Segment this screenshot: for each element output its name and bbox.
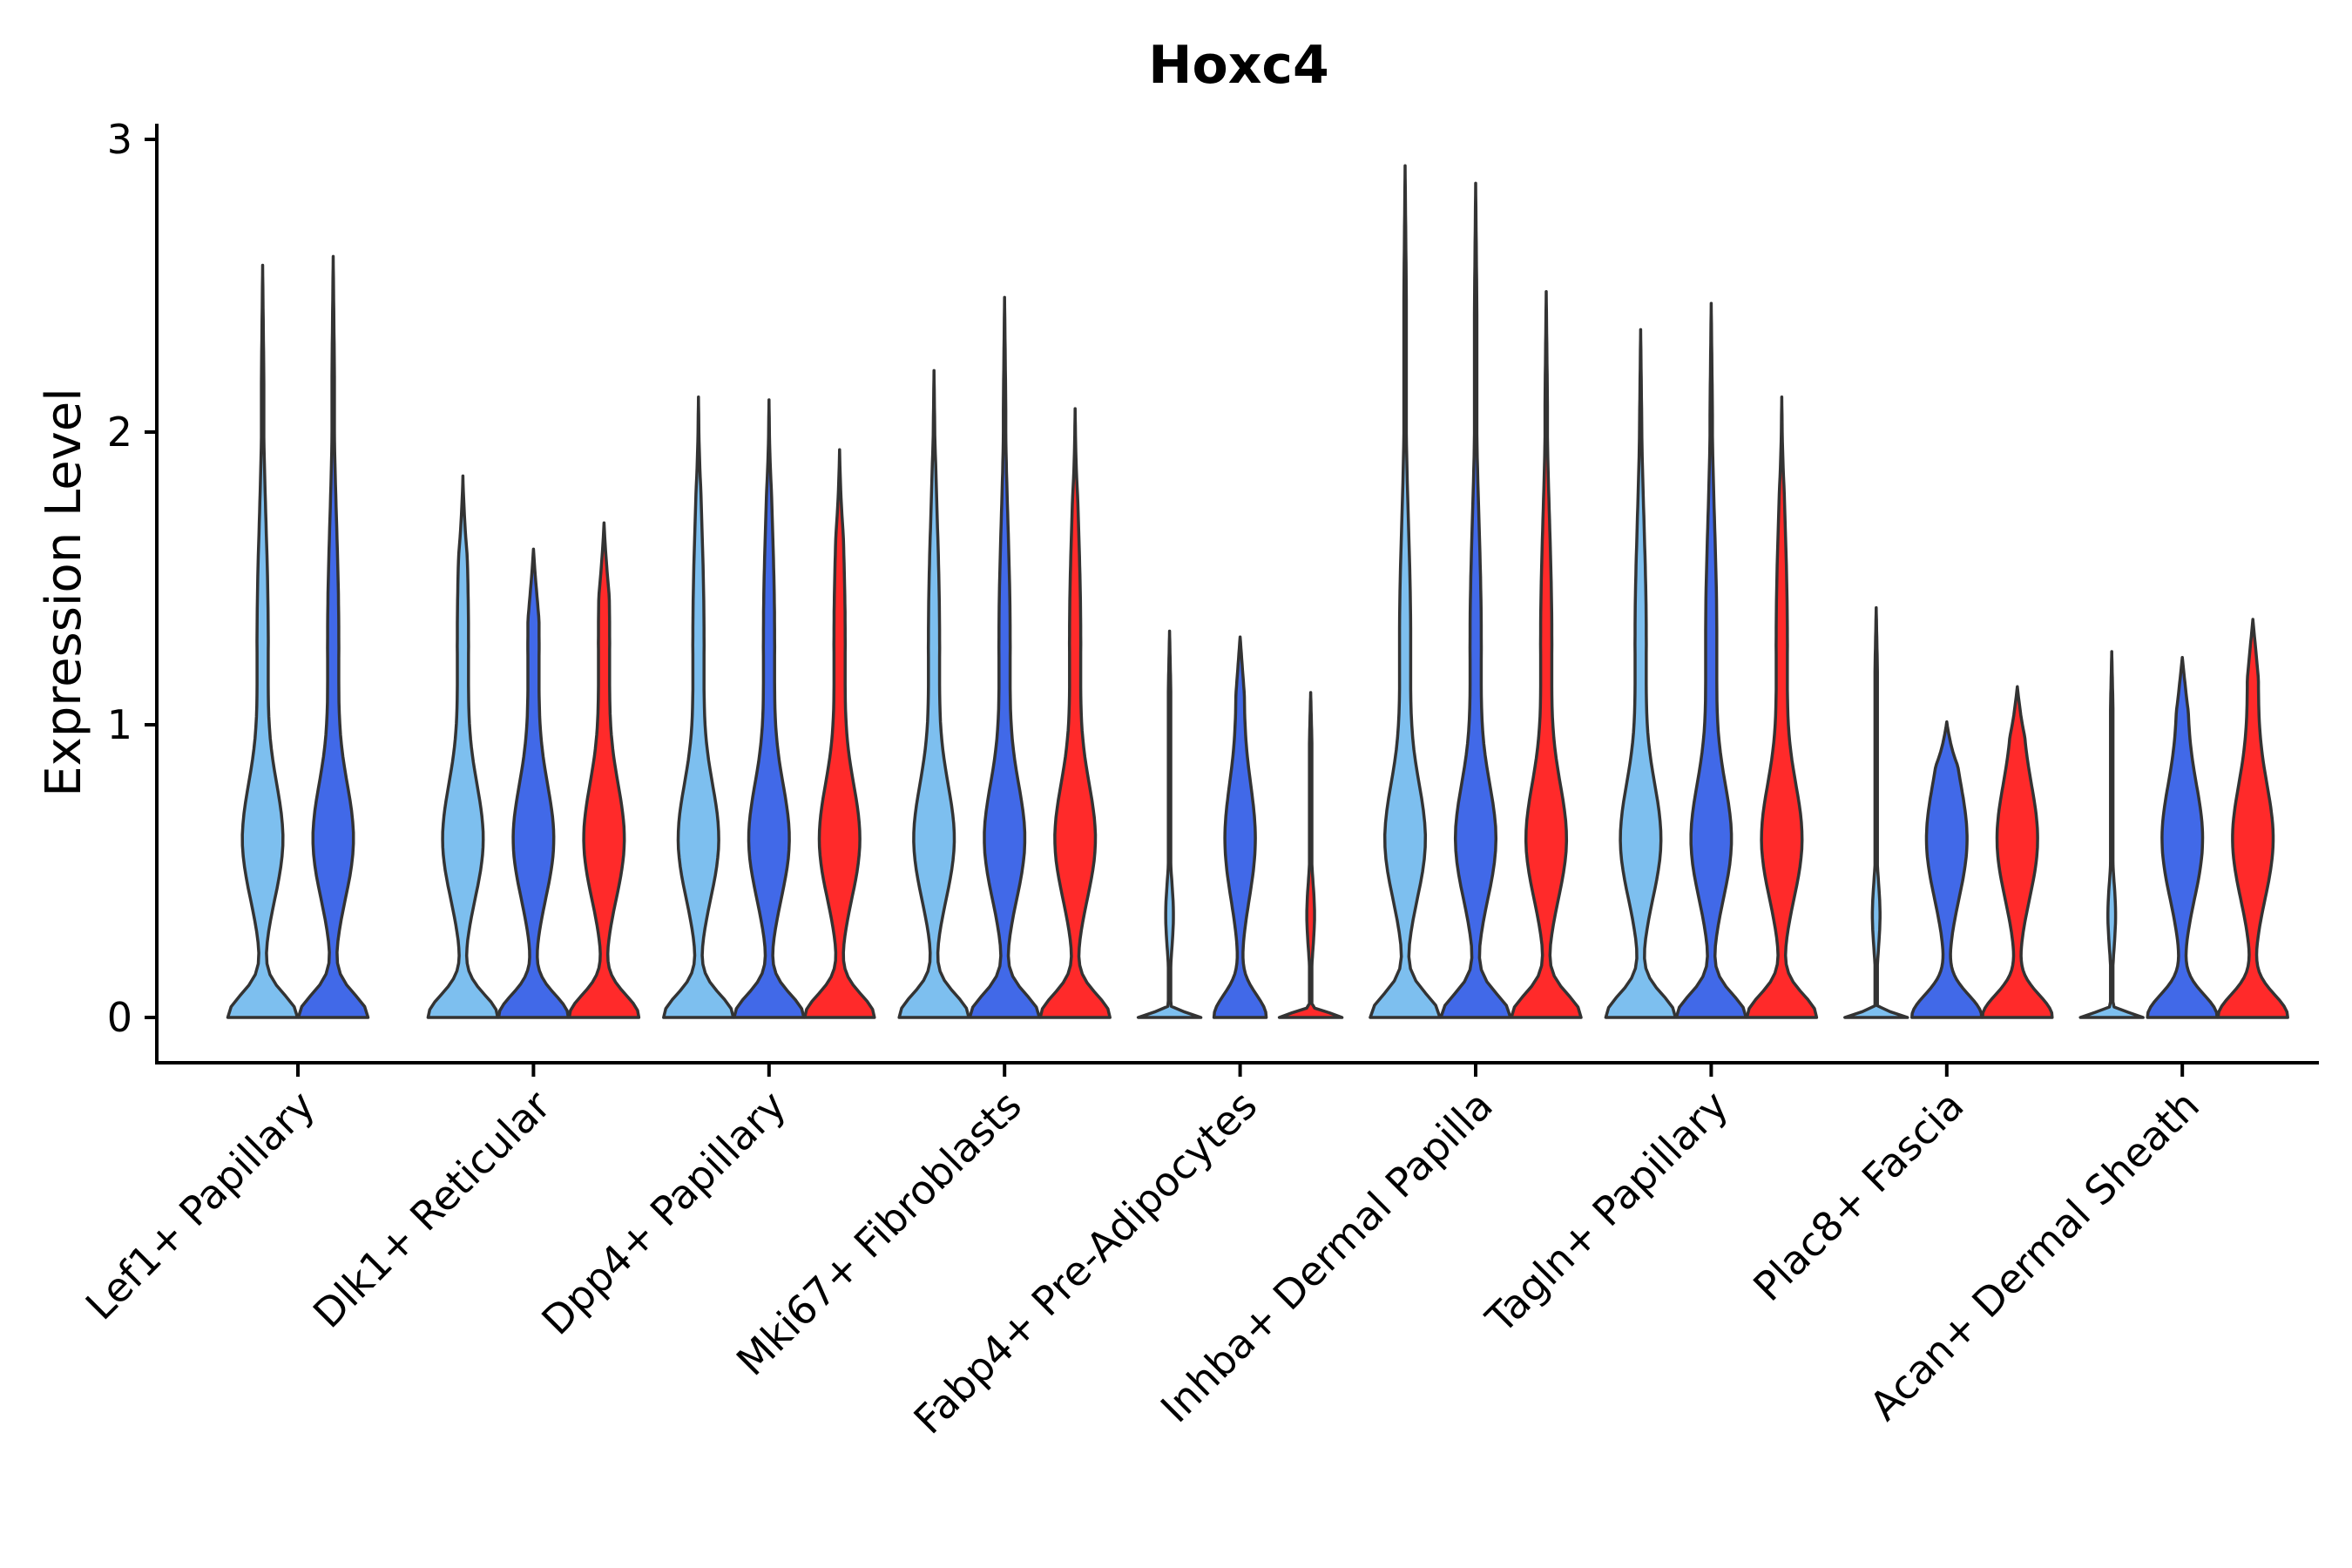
- violin-group2-7: [1674, 301, 1748, 1019]
- violin-group2-2: [497, 547, 571, 1019]
- violin-group2-5: [1212, 635, 1268, 1019]
- violin-group3-6: [1510, 289, 1583, 1019]
- violin-group1-9: [2078, 650, 2145, 1019]
- violins-layer: [226, 164, 2289, 1019]
- violin-group1-8: [1843, 605, 1909, 1019]
- violin-group1-5: [1136, 629, 1203, 1019]
- violin-group2-3: [733, 398, 806, 1019]
- violin-group1-7: [1604, 328, 1678, 1019]
- violin-group2-6: [1439, 181, 1512, 1019]
- violin-group3-5: [1277, 691, 1344, 1019]
- violin-group1-2: [426, 474, 500, 1019]
- violin-group3-2: [567, 521, 641, 1019]
- violin-group3-7: [1745, 395, 1819, 1019]
- violin-group2-9: [2146, 655, 2219, 1019]
- violin-group2-8: [1910, 720, 1984, 1019]
- y-tick-label: 1: [107, 701, 132, 748]
- y-tick-label: 2: [107, 409, 132, 456]
- violin-group1-1: [226, 263, 300, 1019]
- x-tick-label: Dlk1+ Reticular: [304, 1082, 559, 1337]
- x-tick-label: Lef1+ Papillary: [77, 1082, 324, 1329]
- violin-group3-9: [2216, 618, 2289, 1019]
- y-axis-label: Expression Level: [36, 388, 92, 797]
- violin-group3-8: [1981, 685, 2054, 1019]
- violin-group1-6: [1369, 164, 1442, 1019]
- violin-group3-4: [1038, 407, 1112, 1019]
- violin-group1-4: [897, 368, 970, 1019]
- violin-group2-1: [296, 254, 370, 1019]
- violin-group3-3: [803, 448, 876, 1019]
- violin-group1-3: [662, 395, 735, 1019]
- y-tick-label: 0: [107, 994, 132, 1041]
- y-tick-label: 3: [107, 116, 132, 163]
- violin-group2-4: [968, 295, 1041, 1019]
- x-tick-label: Plac8+ Fascia: [1744, 1082, 1972, 1310]
- y-ticks: 0 1 2 3: [107, 116, 157, 1041]
- chart-title: Hoxc4: [1148, 35, 1328, 96]
- x-tick-label: Dpp4+ Papillary: [532, 1082, 794, 1344]
- x-tick-label: Tagln+ Papillary: [1477, 1082, 1738, 1343]
